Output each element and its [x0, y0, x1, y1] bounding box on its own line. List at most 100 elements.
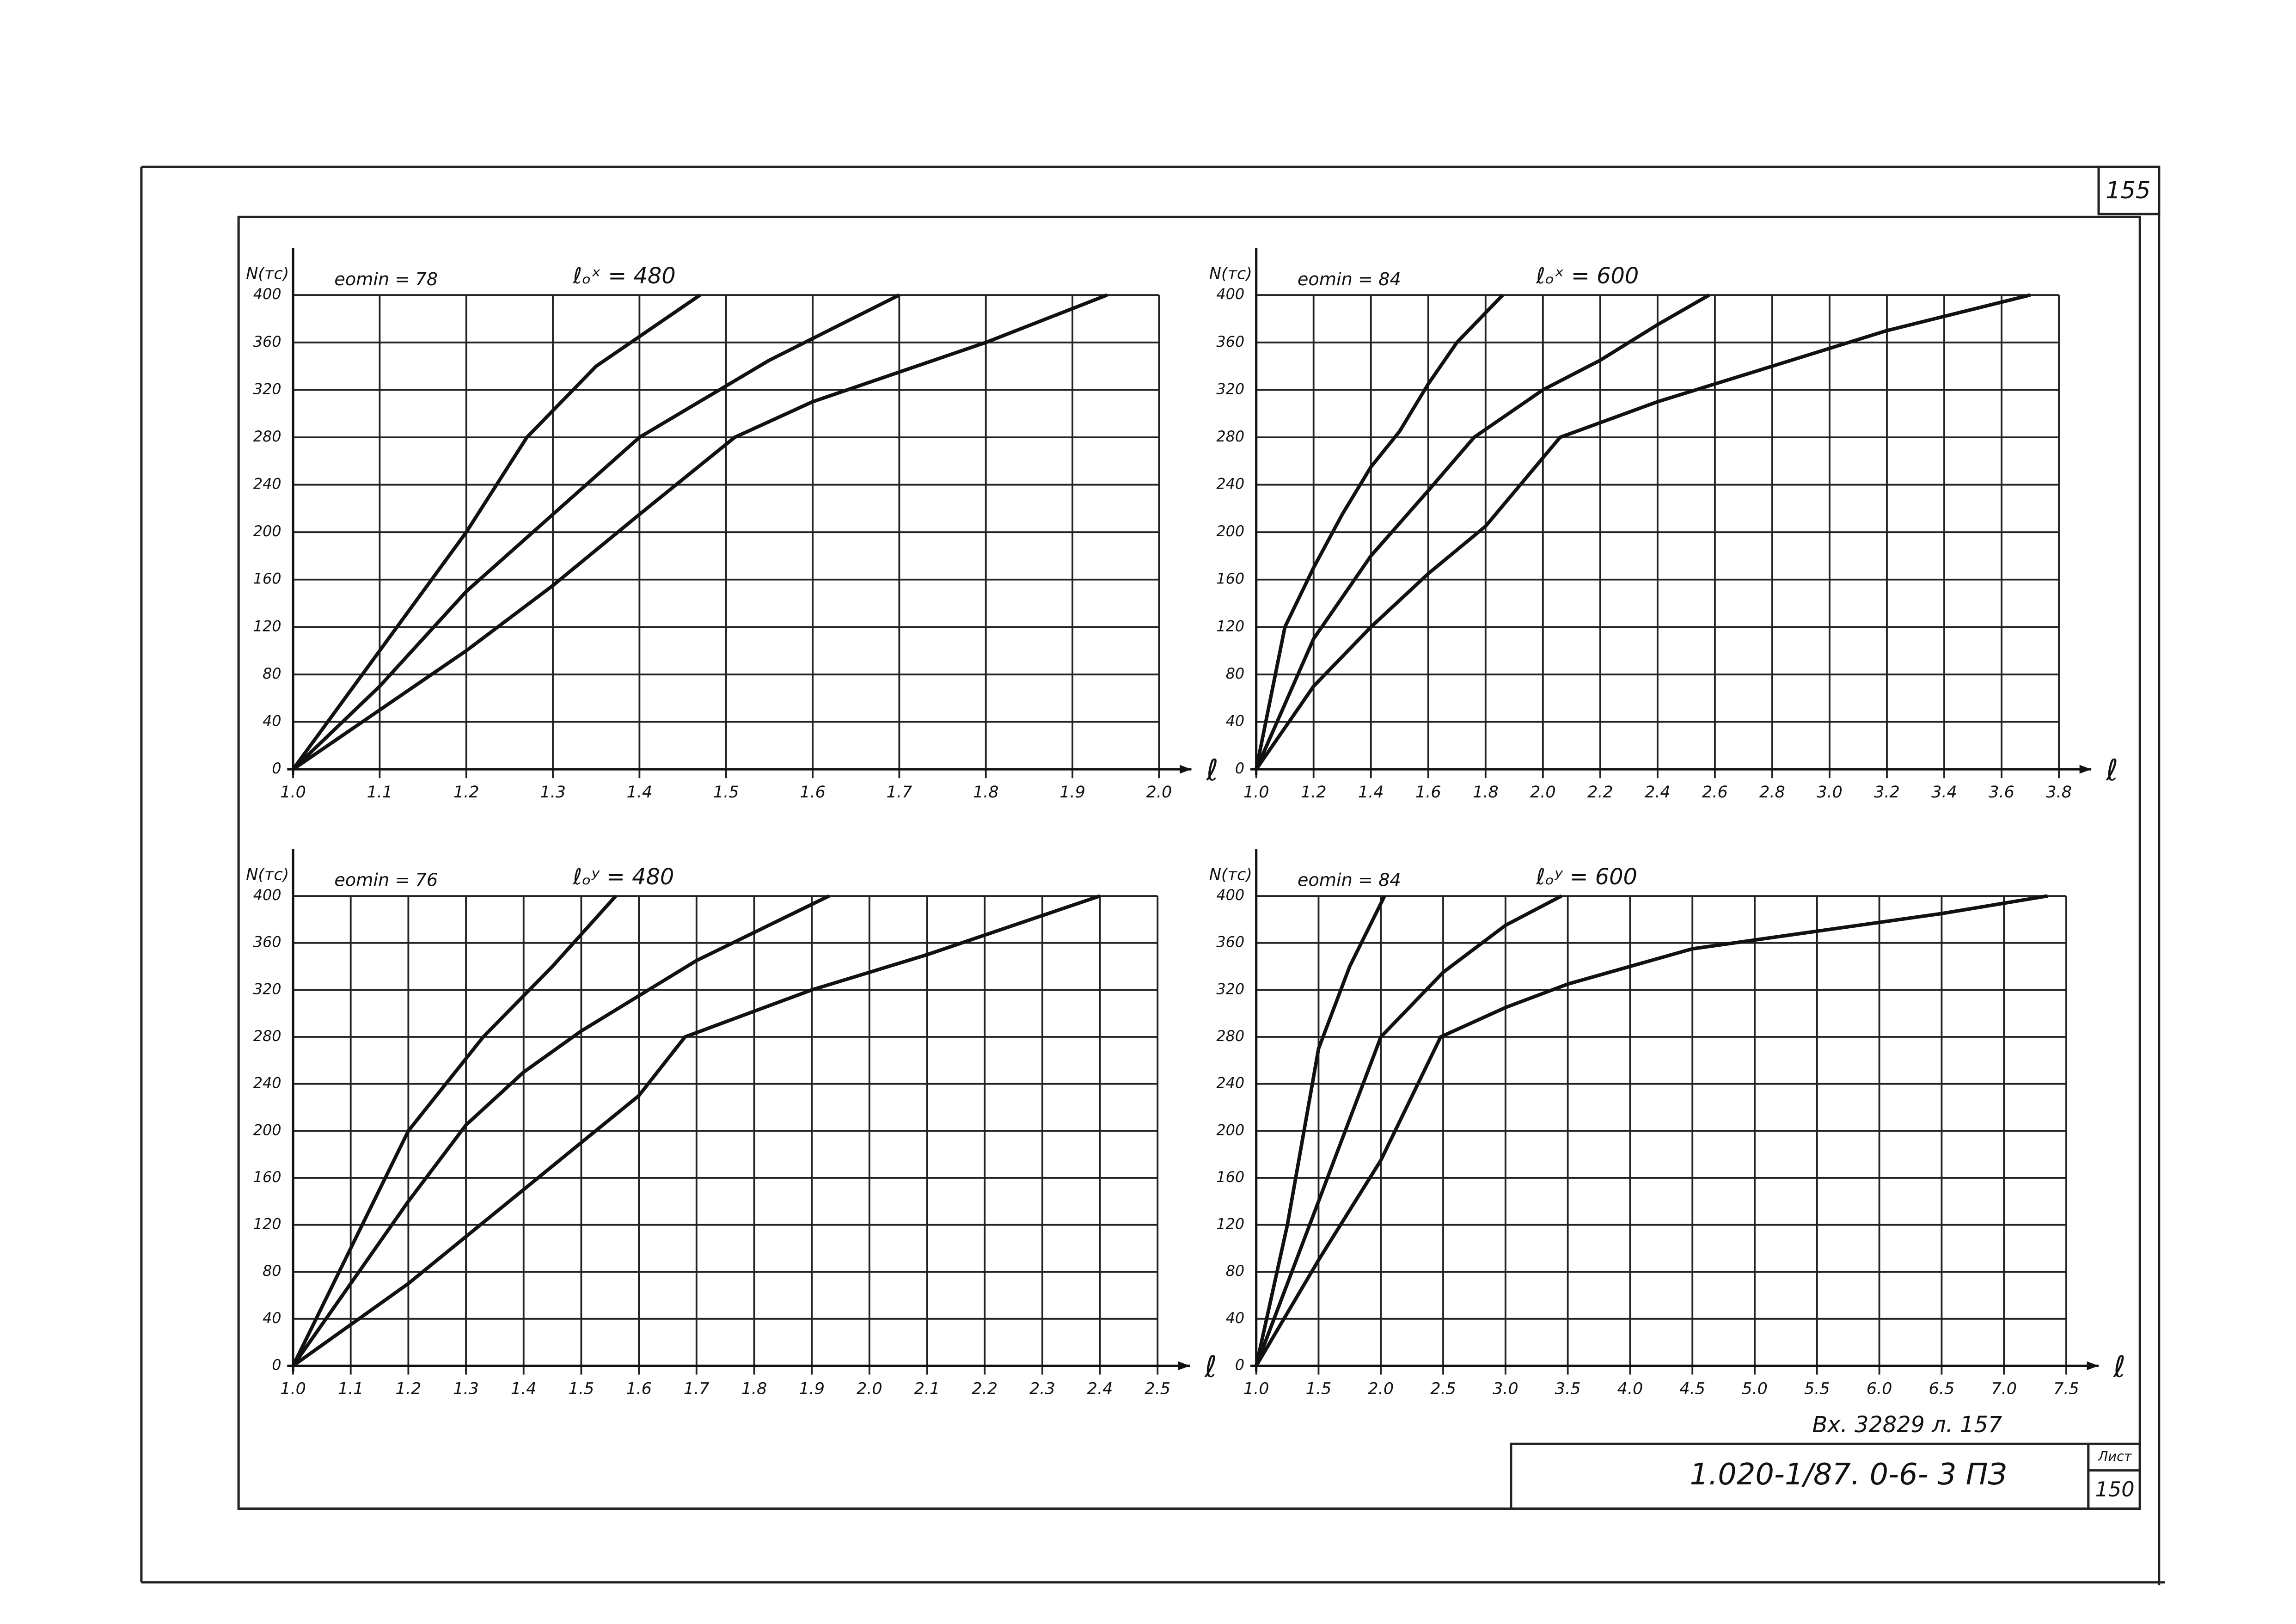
y-tick-label: 320 — [253, 380, 282, 398]
y-tick-label: 320 — [1216, 380, 1244, 398]
data-line — [292, 293, 900, 771]
title-block — [1510, 1442, 2141, 1510]
y-tick-label: 160 — [253, 570, 282, 588]
y-tick-label: 360 — [253, 333, 282, 350]
y-tick-label: 120 — [253, 617, 282, 635]
x-tick-label: 1.8 — [1473, 783, 1499, 802]
x-tick-label: 1.7 — [684, 1379, 710, 1398]
x-axis-label: ℓ — [2106, 754, 2118, 788]
data-line — [291, 895, 618, 1367]
y-tick-label: 400 — [1216, 886, 1244, 904]
x-tick-label: 1.7 — [887, 783, 912, 802]
y-tick-label: 80 — [263, 1262, 282, 1280]
x-tick-label: 1.6 — [800, 783, 826, 802]
x-tick-label: 1.8 — [741, 1379, 767, 1398]
annotation: eomin = 76 — [334, 870, 438, 891]
x-tick-label: 2.6 — [1702, 783, 1728, 802]
y-tick-label: 160 — [1216, 1168, 1244, 1186]
sheet-value: 150 — [2095, 1477, 2135, 1501]
x-tick-label: 3.0 — [1817, 783, 1843, 802]
annotation: ℓₒʸ = 600 — [1536, 864, 1637, 890]
x-tick-label: 5.0 — [1742, 1379, 1768, 1398]
x-tick-label: 7.0 — [1991, 1379, 2017, 1398]
x-tick-label: 3.6 — [1989, 783, 2014, 802]
y-axis-label: N(тс) — [246, 865, 289, 884]
y-tick-label: 0 — [272, 760, 281, 777]
y-tick-label: 0 — [1235, 1356, 1244, 1373]
annotation: ℓₒˣ = 480 — [572, 264, 675, 289]
y-tick-label: 240 — [1216, 1074, 1244, 1092]
annotation: eomin = 84 — [1298, 870, 1401, 891]
y-tick-label: 400 — [253, 285, 282, 303]
y-tick-label: 400 — [1216, 285, 1244, 303]
y-tick-label: 280 — [1216, 1027, 1244, 1045]
x-tick-label: 5.5 — [1804, 1379, 1830, 1398]
data-line — [1254, 895, 1386, 1367]
x-tick-label: 1.9 — [1059, 783, 1085, 802]
y-tick-label: 240 — [253, 1074, 282, 1092]
data-line — [291, 294, 701, 771]
x-tick-label: 2.4 — [1645, 783, 1671, 802]
x-tick-label: 2.5 — [1430, 1379, 1456, 1398]
x-axis-label: ℓ — [1206, 754, 1218, 788]
y-tick-label: 200 — [1216, 1121, 1244, 1139]
y-tick-label: 240 — [253, 475, 282, 493]
x-tick-label: 1.6 — [1415, 783, 1441, 802]
x-tick-label: 2.0 — [1368, 1379, 1394, 1398]
y-tick-label: 240 — [1216, 475, 1244, 493]
y-axis-label: N(тс) — [246, 264, 289, 283]
x-tick-label: 6.0 — [1867, 1379, 1892, 1398]
annotation: ℓₒˣ = 600 — [1536, 264, 1639, 289]
x-tick-label: 3.5 — [1555, 1379, 1581, 1398]
x-tick-label: 1.4 — [627, 783, 653, 802]
y-tick-label: 280 — [1216, 428, 1244, 445]
x-tick-label: 1.0 — [1243, 783, 1269, 802]
y-tick-label: 0 — [1235, 760, 1244, 777]
x-tick-label: 2.0 — [1146, 783, 1172, 802]
x-tick-label: 2.5 — [1145, 1379, 1170, 1398]
y-tick-label: 360 — [253, 933, 282, 951]
data-line — [1255, 894, 2048, 1367]
y-tick-label: 280 — [253, 428, 282, 445]
y-tick-label: 40 — [263, 1309, 282, 1327]
x-tick-label: 3.2 — [1874, 783, 1900, 802]
x-tick-label: 1.0 — [1243, 1379, 1269, 1398]
y-tick-label: 120 — [253, 1215, 282, 1233]
x-tick-label: 1.3 — [453, 1379, 479, 1398]
y-tick-label: 160 — [1216, 570, 1244, 588]
x-tick-label: 1.9 — [799, 1379, 825, 1398]
x-axis-arrow — [1178, 1361, 1190, 1371]
y-tick-label: 0 — [272, 1356, 281, 1373]
x-tick-label: 1.0 — [280, 783, 306, 802]
y-tick-label: 160 — [253, 1168, 282, 1186]
x-tick-label: 1.5 — [1306, 1379, 1332, 1398]
y-tick-label: 200 — [253, 1121, 282, 1139]
y-tick-label: 360 — [1216, 333, 1244, 350]
x-axis-arrow — [2079, 765, 2092, 774]
annotation: ℓₒʸ = 480 — [572, 864, 674, 890]
y-tick-label: 280 — [253, 1027, 282, 1045]
x-tick-label: 3.8 — [2046, 783, 2072, 802]
y-tick-label: 360 — [1216, 933, 1244, 951]
y-axis-label: N(тс) — [1209, 865, 1252, 884]
x-tick-label: 2.0 — [1530, 783, 1556, 802]
sheet-number: 155 — [2106, 177, 2150, 204]
data-line — [1255, 293, 1710, 770]
data-line — [1255, 894, 1562, 1367]
y-tick-label: 400 — [253, 886, 282, 904]
sheet-number-box — [2097, 165, 2161, 215]
data-line — [291, 894, 830, 1367]
x-tick-label: 3.0 — [1493, 1379, 1518, 1398]
x-tick-label: 2.1 — [914, 1379, 940, 1398]
annotation: eomin = 84 — [1298, 270, 1401, 290]
y-tick-label: 80 — [263, 665, 282, 682]
x-tick-label: 3.4 — [1931, 783, 1957, 802]
x-axis-label: ℓ — [2113, 1350, 2125, 1384]
x-tick-label: 2.4 — [1087, 1379, 1113, 1398]
x-tick-label: 4.5 — [1679, 1379, 1705, 1398]
y-tick-label: 40 — [1226, 712, 1245, 730]
y-tick-label: 120 — [1216, 1215, 1244, 1233]
x-tick-label: 1.5 — [713, 783, 739, 802]
data-line — [292, 293, 1108, 771]
